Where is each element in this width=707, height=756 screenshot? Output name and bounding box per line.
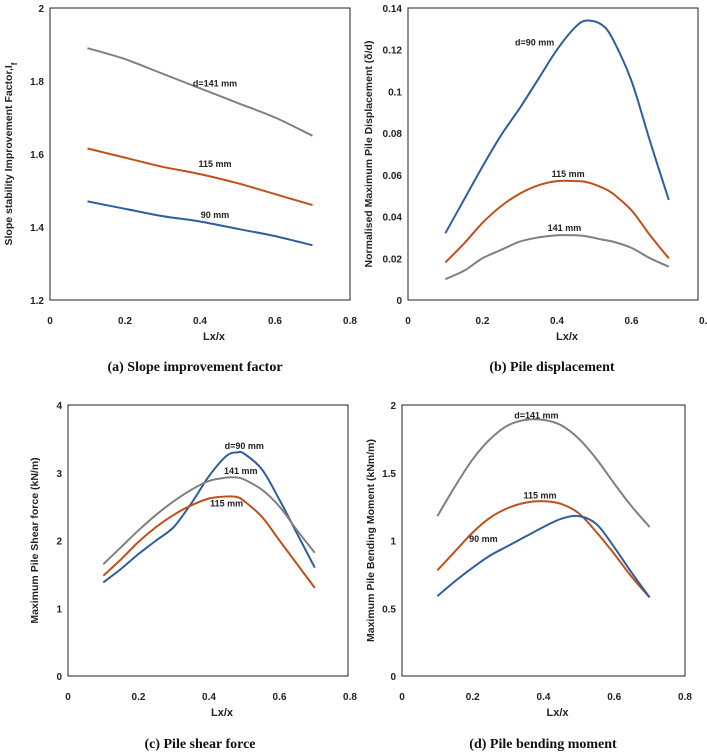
x-tick-label: 0.4 [193,316,207,327]
series-annotation: 115 mm [198,159,231,169]
x-tick-label: 0 [405,316,411,327]
y-axis-title: Maximum Pile Shear force (kN/m) [29,457,41,623]
x-axis-title: Lx/x [203,331,226,343]
y-tick-label: 1.2 [30,296,44,307]
series-annotation: 115 mm [523,490,556,500]
x-tick-label: 0 [399,692,405,703]
series-annotation: d=141 mm [514,411,558,421]
series-line-0 [102,450,316,584]
series-annotation: 90 mm [469,534,498,544]
y-tick-label: 4 [56,401,62,412]
y-tick-label: 0.1 [388,87,402,98]
x-tick-label: 0.6 [273,692,287,703]
panel-caption: (c) Pile shear force [144,737,255,752]
plot-area [401,404,686,677]
x-tick-label: 0.2 [466,692,480,703]
x-tick-label: 0.8 [343,316,357,327]
series-line-2 [102,495,316,589]
y-axis-title-text: Normalised Maximum Pile Displacement (δ/… [363,41,375,268]
y-axis-title: Maximum Pile Bending Moment (kNm/m) [365,439,377,642]
x-tick-label: 0 [65,692,71,703]
x-tick-label: 0.8 [343,692,357,703]
y-tick-label: 0.06 [383,171,403,182]
x-tick-label: 0.8 [699,316,707,327]
y-tick-label: 1 [390,537,396,548]
y-tick-label: 1.4 [30,223,44,234]
series-line-1 [436,500,651,599]
y-tick-label: 0.12 [383,46,403,57]
y-tick-label: 1 [56,604,62,615]
series-line-0 [87,47,313,137]
y-tick-label: 0.5 [382,604,396,615]
x-axis-title: Lx/x [211,707,234,719]
y-axis-title: Normalised Maximum Pile Displacement (δ/… [363,41,375,268]
chart-panel-0: 0 0.2 0.4 0.6 0.8 1.2 1.4 1.6 1.8 2 Lx/x Slope stab… [3,4,357,375]
y-tick-label: 3 [56,469,62,480]
y-tick-label: 2 [56,537,62,548]
x-tick-label: 0.6 [268,316,282,327]
panel-caption: (a) Slope improvement factor [107,360,282,375]
y-tick-label: 0 [390,672,396,683]
series-line-1 [102,476,316,565]
series-annotation: 115 mm [210,499,243,509]
series-line-0 [444,19,670,234]
x-tick-label: 0.2 [132,692,146,703]
x-tick-label: 0.6 [607,692,621,703]
series-line-2 [436,514,651,598]
series-annotation: 141 mm [224,466,258,476]
x-tick-label: 0.4 [202,692,216,703]
y-tick-label: 0.08 [383,129,403,140]
x-tick-label: 0.2 [118,316,132,327]
series-annotation: 115 mm [552,169,585,179]
x-tick-label: 0.8 [678,692,692,703]
series-annotation: 141 mm [548,223,582,233]
series-line-0 [436,418,651,528]
y-axis-title-text: Maximum Pile Bending Moment (kNm/m) [365,439,377,642]
y-tick-label: 2 [38,4,44,15]
plot-area [49,7,351,301]
y-tick-label: 1.6 [30,150,44,161]
y-tick-label: 1.5 [382,469,396,480]
chart-panel-3: 0 0.2 0.4 0.6 0.8 0 0.5 1 1.5 2 Lx/x Maximum Pile B… [365,401,692,752]
series-line-1 [87,147,313,207]
y-tick-label: 0 [396,296,402,307]
chart-panel-1: 0 0.2 0.4 0.6 0.8 0 0.02 0.04 0.06 0.08 0.1 0.12 0.1… [363,4,707,375]
series-annotation: d=90 mm [515,38,554,48]
x-axis-title: Lx/x [546,707,569,719]
x-tick-label: 0.2 [476,316,490,327]
series-annotation: d=141 mm [193,78,237,88]
y-tick-label: 1.8 [30,77,44,88]
panel-caption: (d) Pile bending moment [469,737,617,752]
y-tick-label: 0.04 [383,213,403,224]
y-tick-label: 2 [390,401,396,412]
x-tick-label: 0 [47,316,53,327]
series-annotation: 90 mm [201,210,230,220]
series-line-2 [87,200,313,247]
x-tick-label: 0.4 [537,692,551,703]
y-tick-label: 0 [56,672,62,683]
y-axis-title-subscript: f [10,62,19,65]
panel-caption: (b) Pile displacement [489,360,615,375]
series-annotation: d=90 mm [225,441,264,451]
y-axis-title-text: Slope stability Improvement Factor,I [3,65,15,245]
y-tick-label: 0.02 [383,254,403,265]
x-axis-title: Lx/x [556,331,579,343]
y-axis-title-text: Maximum Pile Shear force (kN/m) [29,457,41,623]
x-tick-label: 0.4 [550,316,564,327]
x-tick-label: 0.6 [625,316,639,327]
series-line-1 [444,179,670,264]
series-line-2 [444,234,670,281]
y-tick-label: 0.14 [383,4,403,15]
y-axis-title: Slope stability Improvement Factor,If [3,62,19,245]
chart-panel-2: 0 0.2 0.4 0.6 0.8 0 1 2 3 4 Lx/x Maximum Pile Shear… [29,401,357,752]
